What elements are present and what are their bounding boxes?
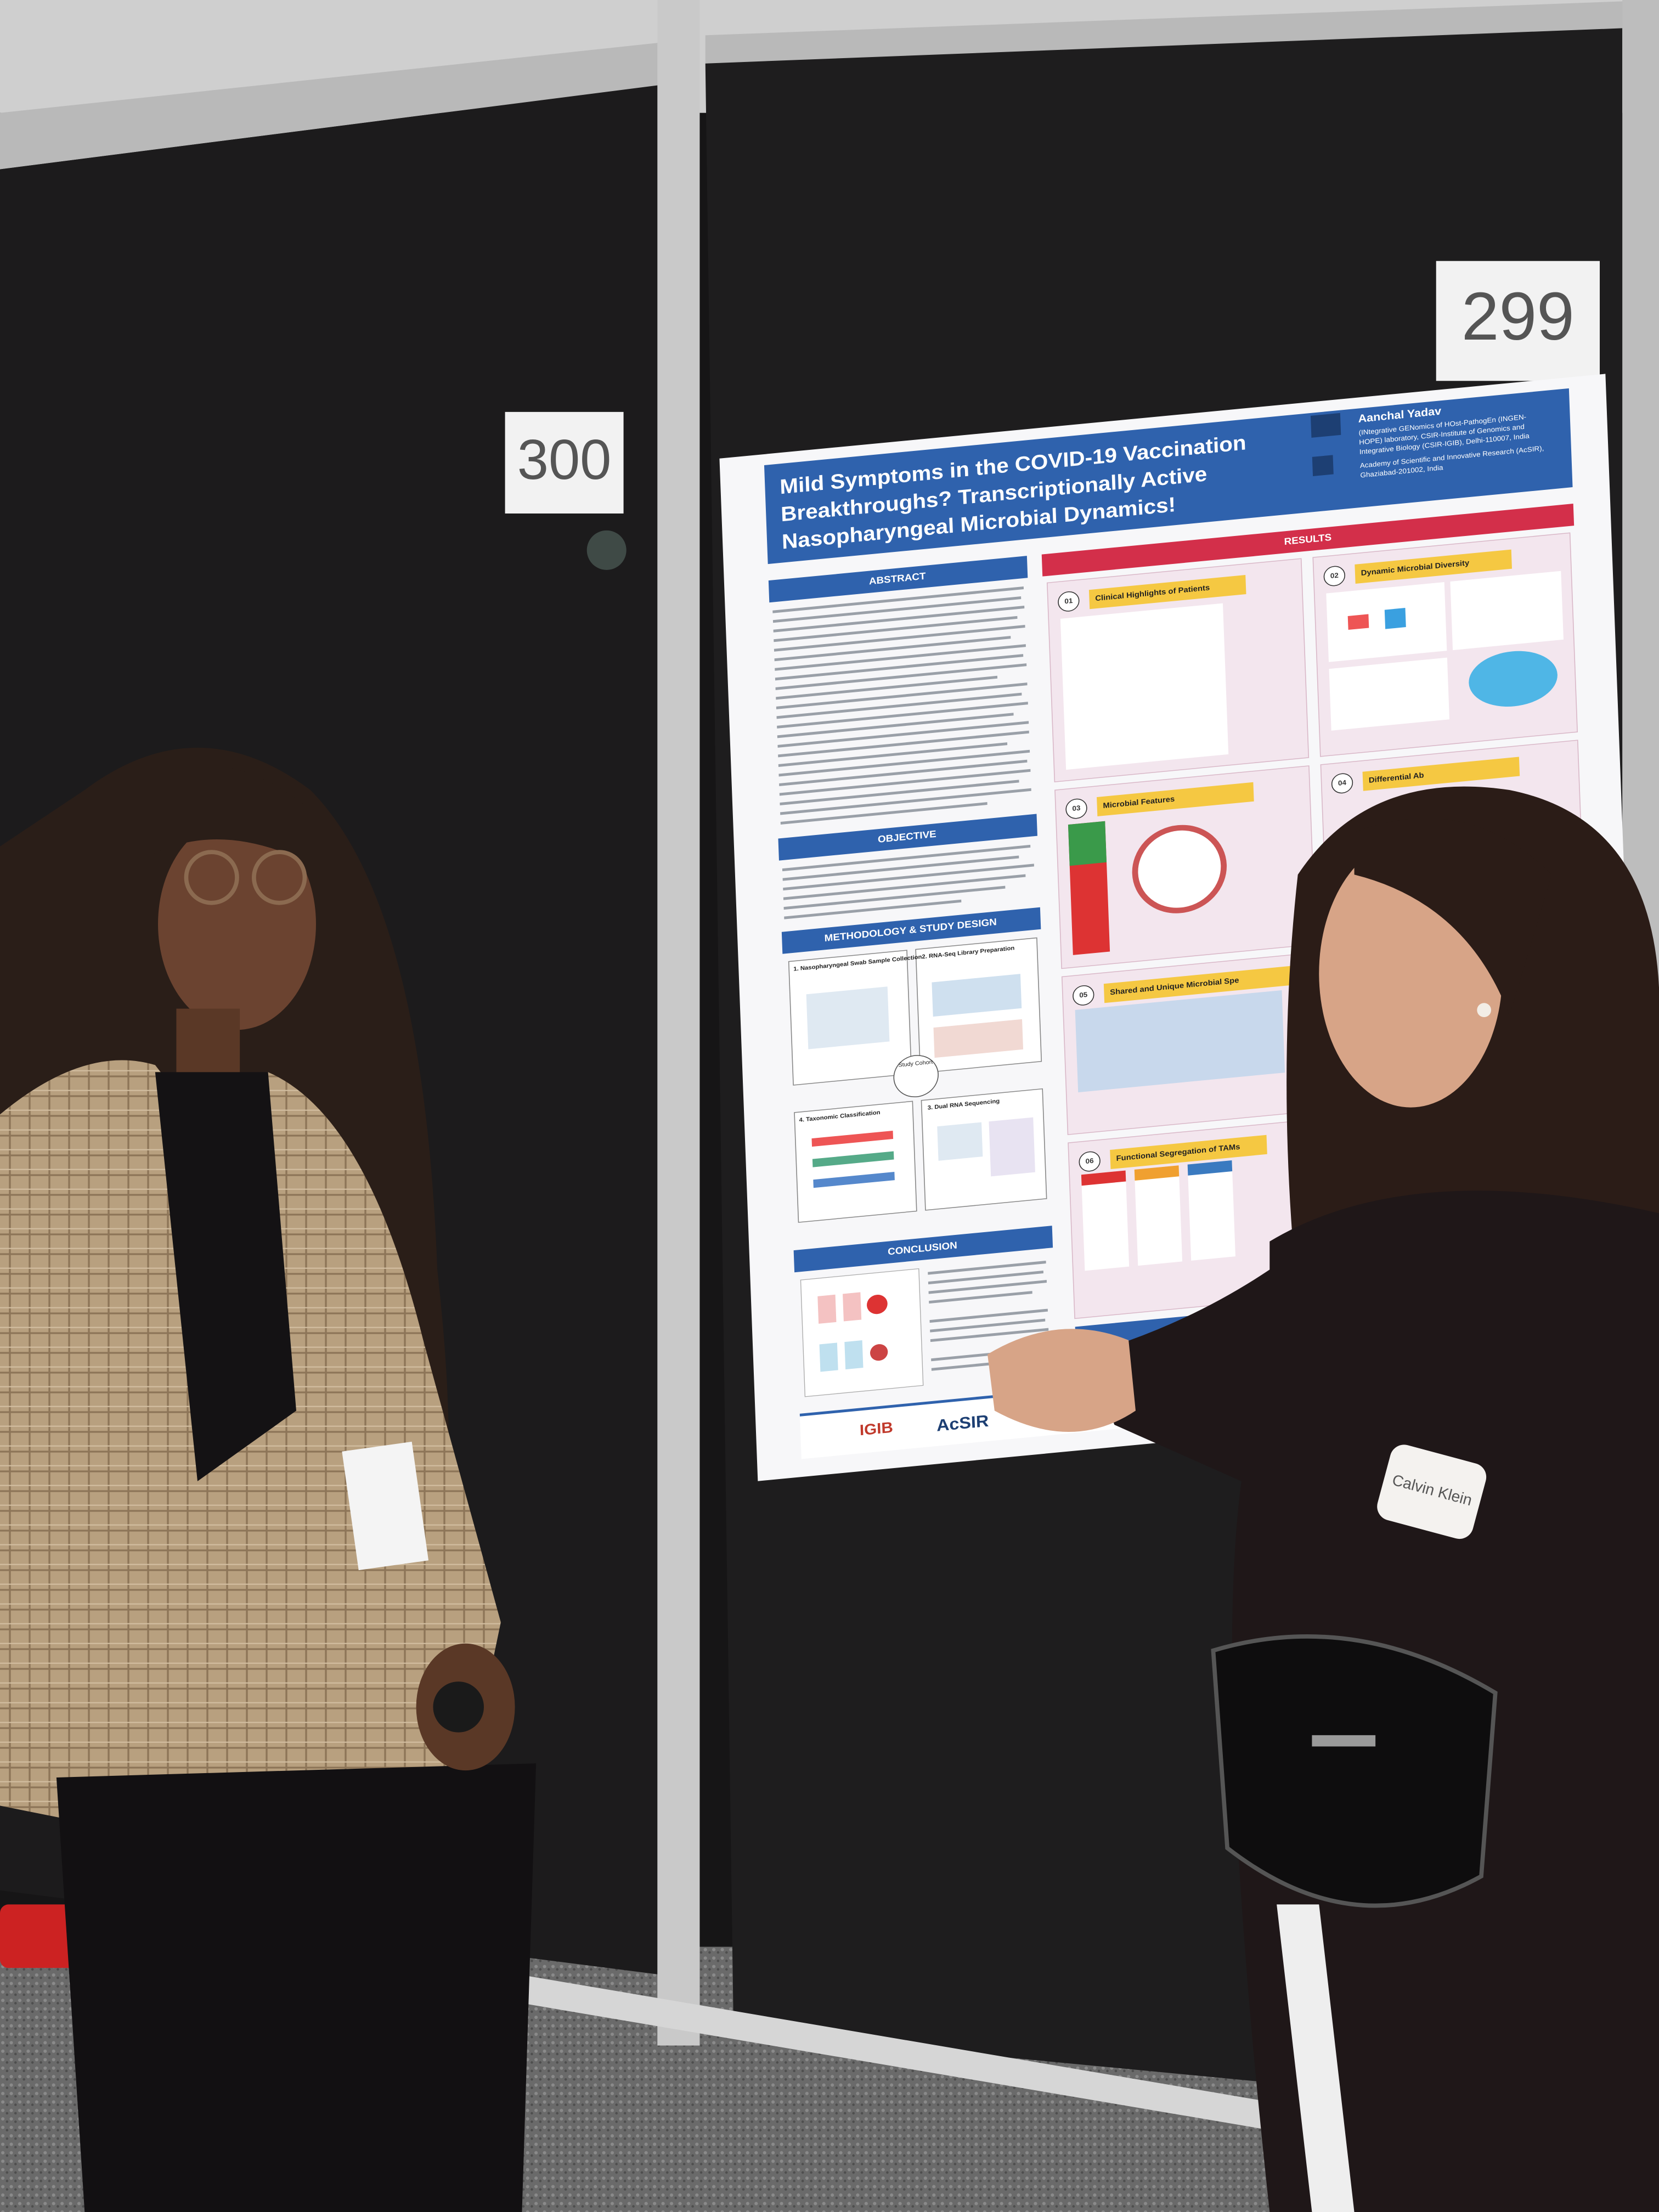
logo: IGIB [859,1419,893,1440]
social-icon [1312,455,1334,476]
method-figures [806,974,1035,1188]
panel-number: 04 [1338,778,1347,787]
panel-number: 06 [1085,1156,1094,1165]
beam [0,42,663,170]
scrunchie [433,1681,484,1733]
booth-number: 300 [517,428,612,491]
trousers [56,1763,537,2212]
neck [176,1008,240,1080]
panel-badge [1065,798,1087,819]
booth-card [1436,261,1600,381]
section-header [768,556,1028,603]
panel-number: 03 [1072,804,1081,812]
panel-title-box [1362,757,1520,791]
blazer [0,1060,501,1834]
section-header [793,1226,1053,1273]
booth-number: 299 [1462,279,1575,354]
person-left [0,747,537,2212]
objective-text [782,844,1034,919]
trouser-stripe [1277,1904,1355,2212]
glasses [184,850,239,905]
badge-patch [1377,1444,1487,1539]
author-icon [1310,413,1341,438]
conclusion-figures [800,1268,924,1397]
poster: Mild Symptoms in the COVID-19 Vaccinatio… [719,374,1644,1481]
person-right: Calvin Klein [988,786,1659,2212]
section-header [1041,504,1575,577]
cohort-circle [893,1055,939,1098]
title-banner [764,388,1573,565]
panel-number: 02 [1330,571,1339,580]
panel-number: 01 [1064,596,1073,605]
sticker [586,530,627,570]
panel-title-box [1088,574,1246,610]
beam [705,0,1659,64]
glasses [252,850,307,905]
handbag [1211,1634,1498,1908]
booth-card [505,411,624,514]
panel-badge [1058,591,1080,612]
panel-title-box [1097,782,1254,817]
panel-base [522,1975,1312,2137]
panel-badge [1323,566,1346,586]
panel-title-box [1110,1135,1267,1170]
panel-badge [1079,1151,1101,1172]
case [0,1904,85,1968]
panel-title-box [1355,549,1512,584]
name-badge [342,1441,429,1571]
bag-plate [1312,1735,1376,1747]
panel-badge [1073,985,1094,1006]
panel-number: 05 [1079,990,1088,999]
earring [1477,1003,1491,1017]
abstract-text [772,586,1031,825]
pole [657,0,700,2046]
section-header [781,907,1041,954]
section-header [778,814,1037,861]
fringe [1354,818,1552,1016]
hand [988,1329,1136,1432]
hair [127,765,303,861]
top [155,1072,296,1481]
panel-badge [1331,773,1353,794]
face [158,818,316,1030]
